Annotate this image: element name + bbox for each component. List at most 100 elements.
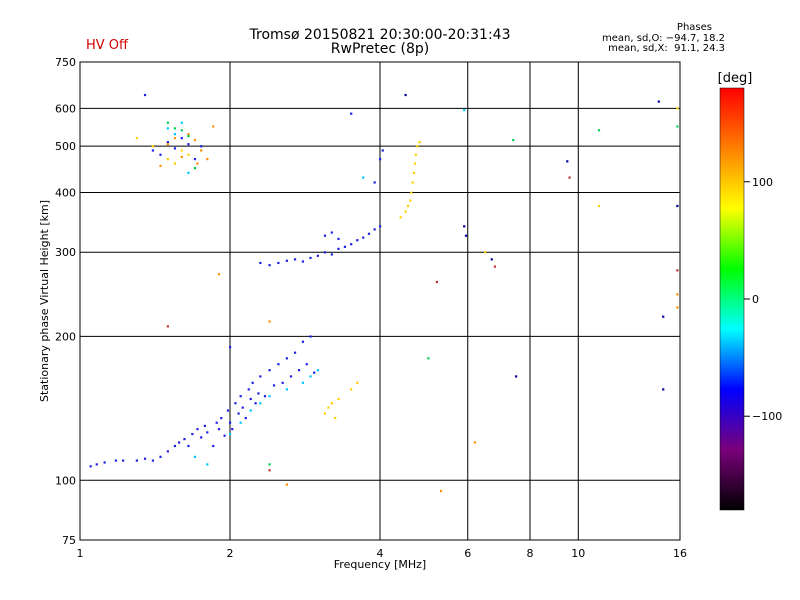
data-point <box>166 141 169 144</box>
y-axis-label: Stationary phase Virtual Height [km] <box>38 200 51 402</box>
data-point <box>473 441 477 444</box>
y-tick-label: 300 <box>55 246 76 259</box>
y-tick-label: 750 <box>55 56 76 69</box>
data-point <box>316 254 319 257</box>
data-point <box>196 428 199 431</box>
data-point <box>676 204 679 208</box>
data-point <box>217 428 221 431</box>
colorbar-unit-label: [deg] <box>718 71 753 86</box>
data-point <box>247 388 250 391</box>
data-point <box>277 363 280 366</box>
data-point <box>676 125 679 128</box>
chart-subtitle: RwPretec (8p) <box>330 41 430 57</box>
data-point <box>404 210 407 213</box>
data-point <box>316 369 319 372</box>
data-point <box>297 369 301 372</box>
data-point <box>285 259 288 262</box>
data-point <box>187 153 190 156</box>
data-point <box>362 236 365 239</box>
y-tick-label: 100 <box>55 474 76 487</box>
data-point <box>226 409 230 412</box>
data-point <box>367 232 371 235</box>
data-point <box>484 251 487 254</box>
data-point <box>285 357 288 360</box>
data-point <box>180 121 183 124</box>
data-point <box>229 432 232 436</box>
phases-x-stats: mean, sd,X: 91.1, 24.3 <box>608 43 725 54</box>
data-point <box>272 384 276 387</box>
data-point <box>103 461 106 464</box>
data-point <box>493 265 497 268</box>
data-point <box>515 375 518 378</box>
data-point <box>183 437 186 441</box>
data-points <box>89 93 679 493</box>
data-point <box>323 251 327 254</box>
data-point <box>309 335 312 338</box>
data-point <box>173 137 177 140</box>
chart-title: Tromsø 20150821 20:30:00-20:31:43 <box>249 27 511 43</box>
y-tick-label: 75 <box>62 534 76 547</box>
data-point <box>166 325 169 328</box>
data-point <box>293 351 297 354</box>
data-point <box>268 369 271 372</box>
x-tick-label: 4 <box>377 547 384 560</box>
data-point <box>309 375 312 378</box>
data-point <box>114 459 118 462</box>
data-point <box>268 463 271 466</box>
data-point <box>676 107 679 110</box>
data-point <box>463 225 466 228</box>
data-point <box>406 204 410 208</box>
data-point <box>566 160 569 163</box>
data-point <box>122 459 125 462</box>
data-point <box>193 139 197 142</box>
data-point <box>143 93 147 97</box>
data-point <box>200 149 203 152</box>
data-point <box>254 402 257 405</box>
data-point <box>412 171 416 174</box>
data-point <box>193 158 197 161</box>
data-point <box>337 237 340 241</box>
colorbar-tick-label: 0 <box>752 293 759 306</box>
data-point <box>323 412 327 415</box>
data-point <box>206 431 209 434</box>
data-point <box>166 158 169 161</box>
data-point <box>215 421 218 424</box>
data-point <box>568 176 571 179</box>
data-point <box>173 147 177 150</box>
data-point <box>676 293 679 296</box>
data-point <box>373 181 376 184</box>
data-point <box>187 171 190 174</box>
data-point <box>151 145 155 148</box>
phases-o-stats: mean, sd,O: −94.7, 18.2 <box>602 33 725 44</box>
data-point <box>463 109 466 112</box>
data-point <box>373 228 376 231</box>
data-point <box>337 397 340 401</box>
hv-status-label: HV Off <box>86 38 128 53</box>
data-point <box>379 225 382 228</box>
data-point <box>676 269 679 272</box>
data-point <box>217 273 221 276</box>
x-tick-label: 8 <box>527 547 534 560</box>
data-point <box>173 127 177 130</box>
data-point <box>229 421 232 424</box>
colorbar-tick-label: 100 <box>752 176 773 189</box>
data-point <box>330 402 333 405</box>
plot-frame <box>79 61 681 541</box>
data-point <box>657 100 660 103</box>
data-point <box>399 216 402 219</box>
data-point <box>173 133 177 136</box>
data-point <box>289 375 293 378</box>
data-point <box>411 181 414 184</box>
data-point <box>191 432 194 436</box>
data-point <box>268 264 271 267</box>
data-point <box>220 416 223 420</box>
x-tick-label: 1 <box>77 547 84 560</box>
data-point <box>95 463 98 466</box>
data-point <box>241 406 244 409</box>
data-point <box>268 469 271 472</box>
x-tick-label: 6 <box>464 547 471 560</box>
data-point <box>379 158 382 161</box>
data-point <box>234 402 237 405</box>
data-point <box>196 162 199 165</box>
data-point <box>356 239 359 242</box>
